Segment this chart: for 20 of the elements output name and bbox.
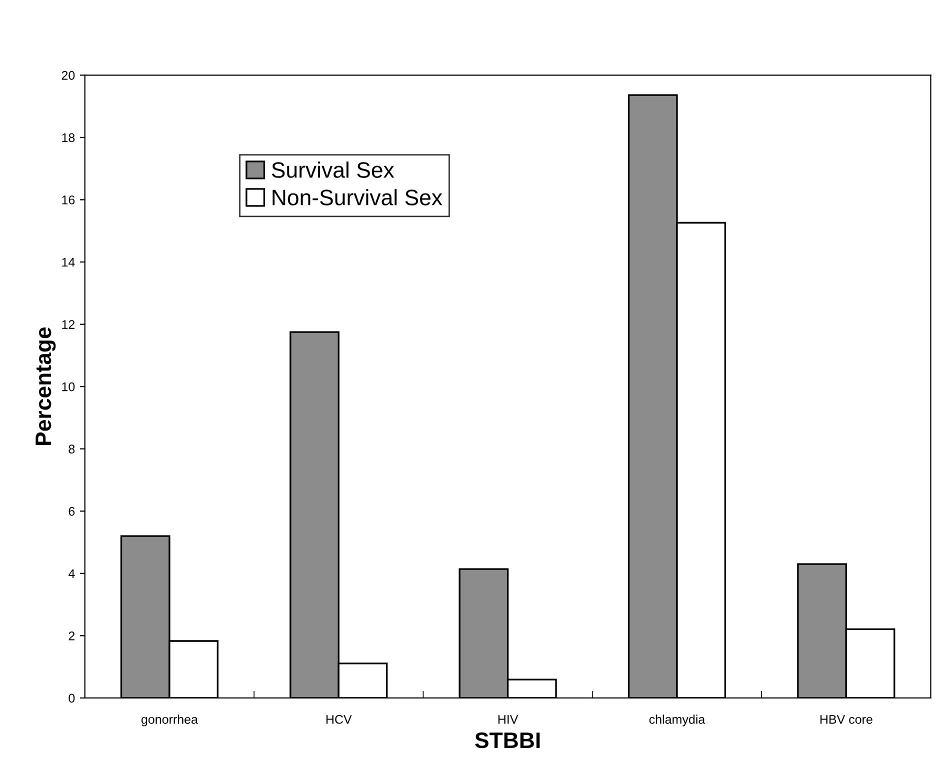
x-tick-label: HBV core <box>820 715 872 724</box>
x-tick-label: HCV <box>326 714 352 724</box>
legend-label: Survival Sex <box>272 162 394 178</box>
y-tick-label: 6 <box>68 506 75 516</box>
x-tick-label: HIV <box>498 715 518 724</box>
x-tick-label: chlamydia <box>649 714 706 726</box>
y-axis-title: Percentage <box>36 327 56 445</box>
y-tick-label: 12 <box>62 320 75 329</box>
y-tick-label: 14 <box>62 258 75 267</box>
x-axis-title: STBBI <box>475 732 540 748</box>
y-tick-label: 16 <box>62 196 75 204</box>
y-tick-label: 20 <box>62 70 75 80</box>
x-tick-label: gonorrhea <box>141 714 198 726</box>
y-tick-label: 18 <box>62 133 75 142</box>
y-tick-label: 4 <box>68 569 75 578</box>
y-tick-label: 10 <box>62 382 75 392</box>
y-tick-label: 8 <box>68 444 75 454</box>
legend-label: Non-Survival Sex <box>272 189 442 206</box>
y-tick-label: 2 <box>68 631 75 640</box>
y-tick-label: 0 <box>68 694 75 703</box>
